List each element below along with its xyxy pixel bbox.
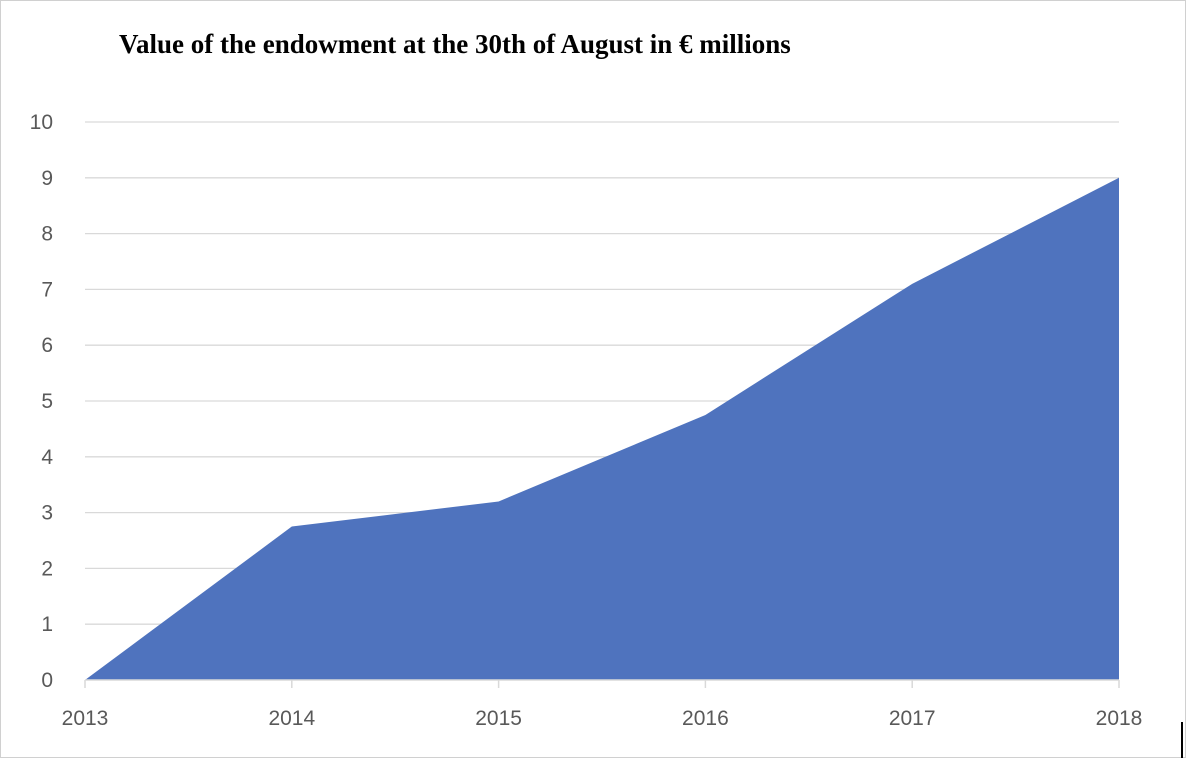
y-tick-label: 6 (41, 334, 53, 357)
y-tick-label: 5 (41, 390, 53, 413)
y-tick-label: 0 (41, 669, 53, 692)
y-tick-label: 2 (41, 557, 53, 580)
x-tick-label: 2016 (682, 707, 729, 730)
area-series (85, 177, 1119, 681)
y-tick-label: 3 (41, 502, 53, 525)
x-tick-label: 2018 (1096, 707, 1143, 730)
x-tick-label: 2017 (889, 707, 936, 730)
chart-title: Value of the endowment at the 30th of Au… (119, 29, 791, 59)
y-tick-label: 10 (30, 111, 53, 134)
y-tick-label: 8 (41, 223, 53, 246)
y-tick-label: 7 (41, 278, 53, 301)
x-tick-label: 2014 (268, 707, 315, 730)
axes: 0 1 2 3 4 5 6 7 8 9 10 2013 2014 2015 2016 2017 2018 (30, 111, 1143, 730)
y-tick-label: 1 (41, 613, 53, 636)
y-tick-label: 4 (41, 446, 53, 469)
y-tick-label: 9 (41, 167, 53, 190)
x-tick-label: 2013 (62, 707, 109, 730)
area-fill (85, 177, 1119, 681)
x-tick-label: 2015 (475, 707, 522, 730)
edge-mark (1181, 722, 1183, 758)
